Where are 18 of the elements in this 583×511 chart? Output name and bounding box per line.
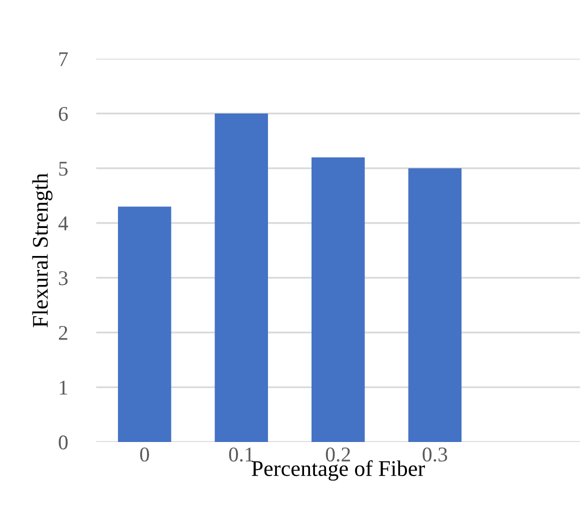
x-tick-label: 0.3 xyxy=(422,447,448,462)
y-tick-label: 0 xyxy=(58,435,68,450)
x-axis-title: Percentage of Fiber xyxy=(252,460,425,481)
bar xyxy=(118,206,172,442)
y-tick-label: 5 xyxy=(59,162,68,176)
bar xyxy=(214,114,268,442)
y-tick-label: 2 xyxy=(58,326,68,340)
y-tick-label: 6 xyxy=(58,106,68,121)
bar xyxy=(408,168,462,442)
y-tick-label: 4 xyxy=(58,216,68,230)
x-tick-label: 0 xyxy=(140,447,149,462)
y-tick-label: 3 xyxy=(58,271,68,286)
x-tick-label: 0.1 xyxy=(229,447,254,462)
bar xyxy=(312,157,365,442)
x-tick-label: 0.2 xyxy=(326,447,350,462)
y-tick-label: 1 xyxy=(60,380,68,394)
y-tick-label: 7 xyxy=(59,52,68,66)
y-axis-title: Flexural Strength xyxy=(32,173,52,328)
